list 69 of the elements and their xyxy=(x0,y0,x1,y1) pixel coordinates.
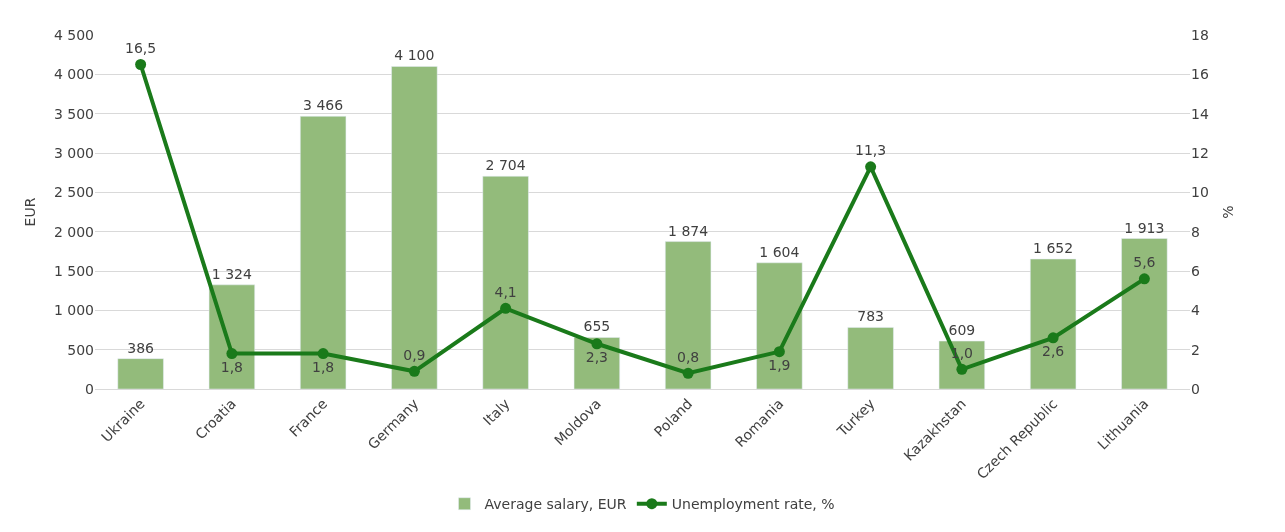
point xyxy=(317,348,329,360)
bar xyxy=(847,327,894,389)
data-label: 1,8 xyxy=(312,358,335,375)
y2-tick-label: 8 xyxy=(1191,223,1200,240)
y2-tick-label: 4 xyxy=(1191,302,1200,319)
bar xyxy=(391,66,438,389)
point xyxy=(1138,273,1150,285)
y-tick-label: 3 000 xyxy=(53,144,94,161)
bar xyxy=(208,284,255,389)
point xyxy=(408,365,420,377)
y-tick-label: 0 xyxy=(85,380,94,397)
data-label: 5,6 xyxy=(1133,254,1156,271)
bar xyxy=(300,116,347,389)
data-label: 1,8 xyxy=(220,358,244,375)
y-tick-label: 1 500 xyxy=(53,262,94,279)
y2-tick-label: 12 xyxy=(1191,144,1209,161)
legend-label: Unemployment rate, % xyxy=(671,496,835,513)
point xyxy=(135,59,147,70)
y-tick-label: 2 000 xyxy=(53,223,94,240)
point xyxy=(865,161,877,173)
data-label: 609 xyxy=(948,322,976,339)
y-tick-label: 1 000 xyxy=(53,302,94,319)
bar xyxy=(756,262,803,389)
y-tick-label: 2 500 xyxy=(53,184,94,201)
data-label: 4,1 xyxy=(494,283,517,300)
data-label: 1 324 xyxy=(211,265,252,282)
data-label: 655 xyxy=(583,318,611,335)
bar xyxy=(1030,258,1077,389)
data-label: 2,6 xyxy=(1042,343,1065,360)
y-tick-label: 4 500 xyxy=(53,26,94,43)
data-label: 1 874 xyxy=(668,222,709,239)
data-label: 11,3 xyxy=(855,142,887,159)
data-label: 0,9 xyxy=(403,346,426,363)
data-label: 2,3 xyxy=(585,349,609,366)
y2-axis-title: % xyxy=(1220,205,1237,219)
data-label: 2 704 xyxy=(485,157,526,174)
y-tick-label: 500 xyxy=(67,341,94,358)
y2-tick-label: 2 xyxy=(1191,341,1200,358)
bar xyxy=(665,241,712,389)
y2-tick-label: 0 xyxy=(1191,380,1200,397)
data-label: 16,5 xyxy=(125,40,157,57)
data-label: 4 100 xyxy=(394,47,435,64)
point xyxy=(500,302,512,314)
y2-tick-label: 10 xyxy=(1191,184,1209,201)
data-label: 386 xyxy=(127,339,155,356)
data-label: 1 604 xyxy=(759,243,800,260)
data-label: 3 466 xyxy=(303,97,344,114)
y2-tick-label: 18 xyxy=(1191,26,1209,43)
data-label: 0,8 xyxy=(677,348,700,365)
point xyxy=(591,338,603,350)
data-label: 1 652 xyxy=(1033,240,1074,257)
legend-label: Average salary, EUR xyxy=(484,496,627,513)
bar xyxy=(117,358,164,389)
y2-tick-label: 16 xyxy=(1191,66,1209,83)
data-label: 1 913 xyxy=(1124,219,1165,236)
bar xyxy=(482,176,529,389)
bar xyxy=(573,337,620,389)
point xyxy=(1047,332,1059,344)
y2-tick-label: 6 xyxy=(1191,262,1200,279)
point xyxy=(226,348,238,360)
y-tick-label: 4 000 xyxy=(53,66,94,83)
y-axis-title: EUR xyxy=(21,197,38,227)
data-label: 1,9 xyxy=(768,357,791,374)
y-tick-label: 3 500 xyxy=(53,105,94,122)
point xyxy=(773,346,785,358)
point xyxy=(682,367,694,379)
data-label: 783 xyxy=(857,308,884,325)
y2-tick-label: 14 xyxy=(1191,105,1209,122)
bar xyxy=(1121,238,1168,389)
